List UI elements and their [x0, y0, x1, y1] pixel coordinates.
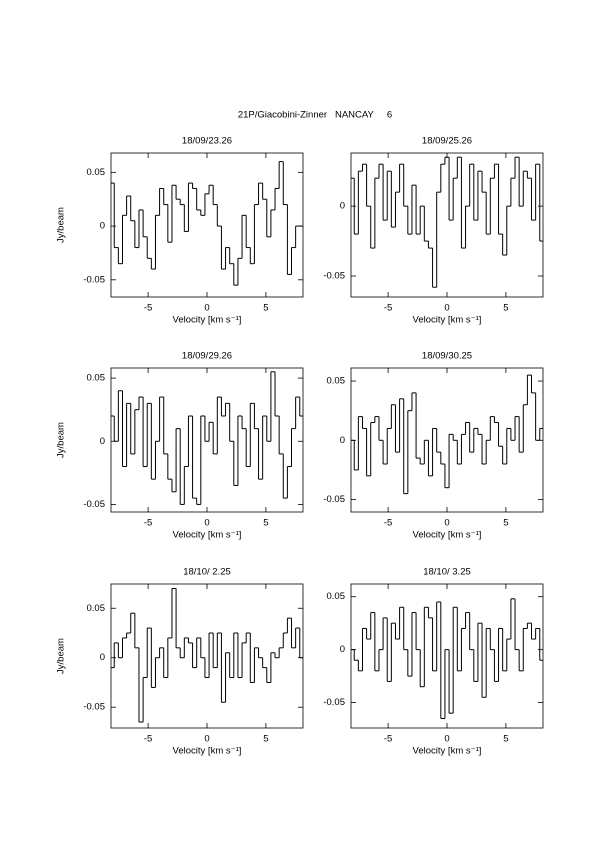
x-tick-label: -5	[144, 518, 152, 529]
y-axis-label: Jy/beam	[56, 207, 67, 243]
y-tick-label: 0.05	[87, 373, 106, 384]
y-tick-label: -0.05	[83, 499, 105, 510]
plot-area	[351, 374, 543, 495]
plot-area	[111, 587, 303, 723]
y-tick-label: -0.05	[323, 271, 345, 282]
x-tick-label: 0	[444, 303, 449, 314]
axes-frame	[350, 152, 544, 298]
y-tick-label: 0	[340, 201, 345, 212]
y-axis-label: Jy/beam	[56, 422, 67, 458]
axes-frame	[110, 583, 304, 729]
panel: 18/10/ 3.25 Velocity [km s⁻¹] -5 0 5 -0.05 0 0.…	[323, 567, 544, 757]
x-axis-label: Velocity [km s⁻¹]	[173, 746, 242, 757]
y-tick-label: -0.05	[83, 274, 105, 285]
x-tick-label: -5	[144, 734, 152, 745]
y-tick-label: 0	[340, 435, 345, 446]
x-tick-label: 5	[503, 518, 508, 529]
x-tick-label: -5	[384, 518, 392, 529]
x-axis-label: Velocity [km s⁻¹]	[413, 746, 482, 757]
y-tick-label: 0.05	[327, 376, 346, 387]
x-tick-label: -5	[384, 734, 392, 745]
y-tick-label: 0.05	[87, 603, 106, 614]
page-title: 21P/Giacobini-Zinner NANCAY 6	[238, 110, 392, 121]
panel-title: 18/10/ 3.25	[423, 567, 471, 578]
x-axis-label: Velocity [km s⁻¹]	[173, 530, 242, 541]
panel-title: 18/09/23.26	[182, 136, 232, 147]
plot-area	[351, 598, 543, 719]
axes-frame	[350, 583, 544, 729]
axes-frame	[110, 367, 304, 513]
x-tick-label: 0	[204, 303, 209, 314]
plot-area	[351, 156, 543, 288]
axes-frame	[110, 152, 304, 298]
x-tick-label: 5	[503, 734, 508, 745]
panel: 18/09/25.26 Velocity [km s⁻¹] -5 0 5 -0.05 0	[323, 136, 544, 326]
x-tick-label: 0	[204, 518, 209, 529]
x-tick-label: 0	[444, 734, 449, 745]
y-axis-label: Jy/beam	[56, 638, 67, 674]
panel: 18/09/30.25 Velocity [km s⁻¹] -5 0 5 -0.05 0 0.…	[323, 351, 544, 541]
panel: 18/09/23.26 Velocity [km s⁻¹] Jy/beam -5 0 5 -…	[56, 136, 304, 326]
panel-title: 18/09/30.25	[422, 351, 472, 362]
x-tick-label: 5	[263, 734, 268, 745]
x-tick-label: 0	[204, 734, 209, 745]
y-tick-label: 0	[100, 652, 105, 663]
plot-area	[111, 371, 303, 505]
x-axis-label: Velocity [km s⁻¹]	[413, 530, 482, 541]
plot-area	[111, 161, 303, 286]
y-tick-label: -0.05	[323, 494, 345, 505]
y-tick-label: -0.05	[83, 702, 105, 713]
y-tick-label: -0.05	[323, 697, 345, 708]
panel: 18/09/29.26 Velocity [km s⁻¹] Jy/beam -5 0 5 -…	[56, 351, 304, 541]
x-axis-label: Velocity [km s⁻¹]	[413, 315, 482, 326]
y-tick-label: 0	[100, 221, 105, 232]
x-tick-label: 5	[263, 518, 268, 529]
y-tick-label: 0	[340, 644, 345, 655]
panel-title: 18/09/25.26	[422, 136, 472, 147]
x-tick-label: -5	[384, 303, 392, 314]
panel-title: 18/09/29.26	[182, 351, 232, 362]
x-tick-label: 5	[503, 303, 508, 314]
x-tick-label: -5	[144, 303, 152, 314]
x-tick-label: 0	[444, 518, 449, 529]
y-tick-label: 0.05	[87, 167, 106, 178]
panel: 18/10/ 2.25 Velocity [km s⁻¹] Jy/beam -5 0 5 -…	[56, 567, 304, 757]
panel-title: 18/10/ 2.25	[183, 567, 231, 578]
x-tick-label: 5	[263, 303, 268, 314]
y-tick-label: 0	[100, 436, 105, 447]
y-tick-label: 0.05	[327, 591, 346, 602]
x-axis-label: Velocity [km s⁻¹]	[173, 315, 242, 326]
